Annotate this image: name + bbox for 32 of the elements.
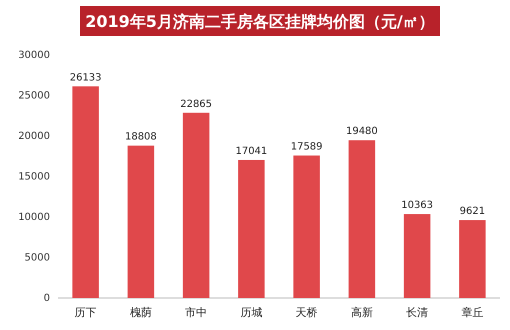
data-label: 17589 — [290, 142, 323, 153]
x-tick-label: 市中 — [185, 306, 208, 319]
bar — [238, 160, 265, 298]
x-tick-label: 槐荫 — [130, 306, 152, 319]
bar — [128, 146, 154, 298]
data-label: 10363 — [401, 200, 434, 212]
data-label: 26133 — [70, 72, 102, 84]
y-tick-label: 10000 — [18, 212, 50, 224]
bar — [293, 156, 320, 298]
x-tick-label: 章丘 — [461, 306, 484, 319]
y-tick-label: 0 — [44, 293, 50, 304]
x-tick-label: 高新 — [350, 306, 373, 319]
y-tick-label: 15000 — [18, 172, 50, 183]
data-label: 17041 — [235, 146, 268, 157]
bar — [72, 86, 99, 298]
y-tick-label: 25000 — [18, 90, 50, 102]
data-label: 22865 — [180, 98, 212, 110]
x-tick-label: 天桥 — [296, 306, 318, 319]
y-tick-label: 30000 — [18, 50, 50, 62]
bar — [182, 112, 210, 298]
y-tick-label: 20000 — [18, 131, 50, 142]
x-tick-label: 历城 — [240, 306, 262, 319]
bar — [404, 214, 430, 298]
data-label: 18808 — [124, 132, 157, 143]
chart-title: 2019年5月济南二手房各区挂牌均价图（元/㎡） — [85, 12, 435, 31]
data-label: 19480 — [346, 126, 378, 138]
bar — [459, 220, 486, 298]
x-tick-label: 长清 — [406, 306, 428, 319]
y-tick-label: 5000 — [24, 252, 50, 264]
data-label: 9621 — [460, 206, 486, 218]
bar — [348, 140, 376, 298]
x-tick-label: 历下 — [74, 306, 97, 319]
